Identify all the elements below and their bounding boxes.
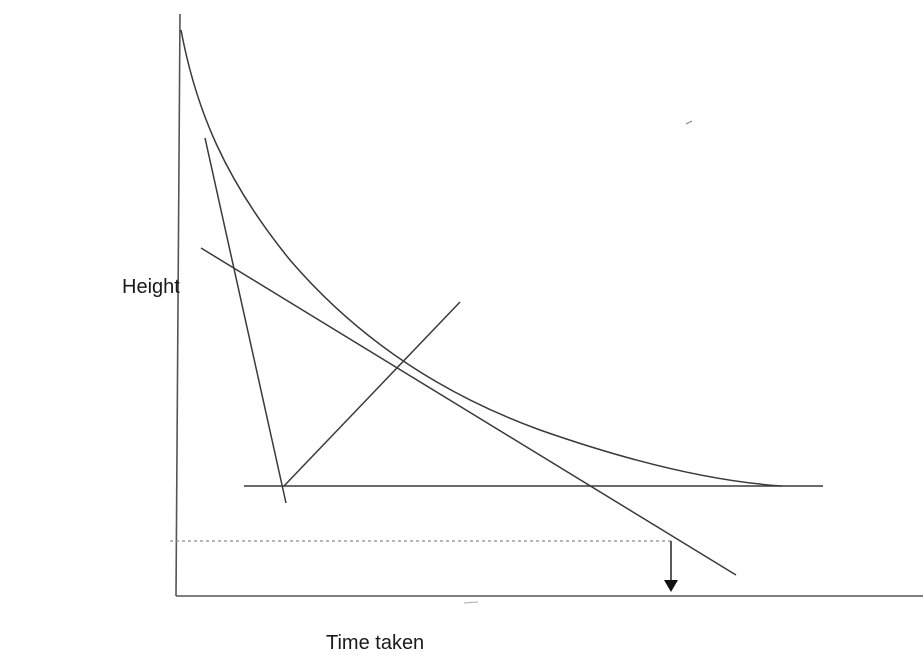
steep-tangent-line: [204, 137, 287, 504]
bisector-line: [283, 301, 461, 487]
speck-mark: [463, 601, 479, 604]
x-axis-label: Time taken: [326, 632, 425, 654]
decay-curve: [180, 29, 783, 487]
y-axis-label: Height: [122, 276, 180, 298]
y-axis: [175, 13, 181, 597]
speck-mark: [685, 120, 693, 125]
mid-tangent-line: [200, 247, 737, 576]
down-arrow-icon: [664, 580, 678, 592]
